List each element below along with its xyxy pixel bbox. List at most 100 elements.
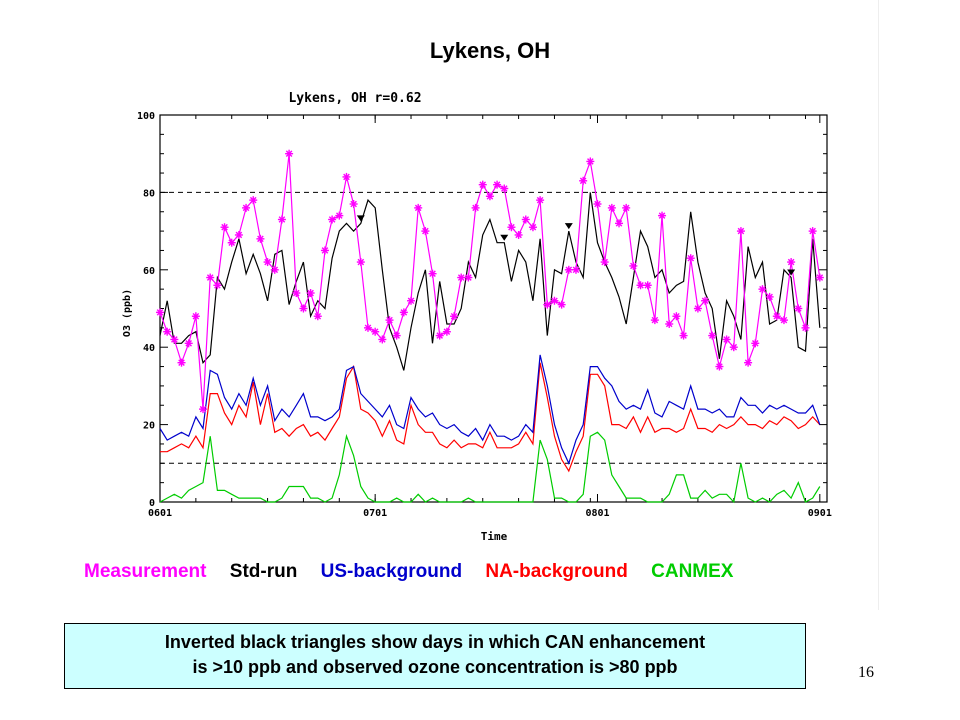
measurement-marker (543, 300, 552, 309)
measurement-marker (414, 203, 423, 212)
y-tick-label: 40 (143, 343, 155, 354)
marker-stroke (407, 297, 415, 305)
marker-stroke (242, 204, 250, 212)
marker-stroke (156, 309, 164, 316)
marker-stroke (493, 181, 501, 188)
marker-stroke (486, 192, 494, 200)
measurement-marker (665, 319, 674, 328)
marker-stroke (809, 227, 816, 235)
x-tick-label: 0701 (363, 508, 387, 519)
marker-stroke (264, 258, 271, 266)
marker-stroke (759, 285, 766, 293)
measurement-marker (478, 180, 487, 189)
measurement-marker (177, 358, 186, 367)
marker-stroke (278, 216, 286, 223)
measurement-marker (557, 300, 566, 309)
marker-stroke (601, 258, 608, 266)
marker-stroke (558, 301, 565, 308)
measurement-marker (650, 316, 659, 325)
marker-stroke (257, 235, 264, 243)
marker-stroke (572, 266, 580, 274)
chart-title: Lykens, OH r=0.62 (288, 91, 421, 106)
measurement-marker (292, 289, 301, 298)
marker-stroke (436, 332, 444, 339)
measurement-marker (471, 203, 480, 212)
series-line-us-background (159, 354, 821, 465)
measurement-marker (787, 258, 796, 267)
marker-stroke (357, 258, 365, 266)
measurement-marker (536, 196, 545, 205)
marker-stroke (235, 231, 243, 239)
marker-stroke (608, 204, 616, 212)
marker-stroke (780, 316, 788, 324)
measurement-marker (514, 230, 523, 239)
marker-stroke (543, 301, 551, 308)
marker-stroke (364, 324, 372, 332)
x-tick-label: 0901 (808, 508, 832, 519)
marker-stroke (386, 316, 393, 324)
marker-stroke (694, 305, 702, 312)
note-line-1: Inverted black triangles show days in wh… (164, 632, 706, 652)
marker-stroke (515, 231, 522, 239)
measurement-marker (636, 281, 645, 290)
measurement-marker (722, 335, 731, 344)
plot-border (159, 114, 828, 503)
measurement-marker (658, 211, 667, 220)
measurement-marker (450, 312, 459, 321)
measurement-marker (672, 312, 681, 321)
marker-stroke (587, 158, 594, 165)
plot-frame (159, 114, 828, 503)
slide-title: Lykens, OH (429, 38, 551, 63)
measurement-marker (708, 331, 717, 340)
measurement-marker (371, 327, 380, 336)
measurement-marker (385, 316, 394, 325)
marker-stroke (307, 289, 314, 297)
measurement-marker (772, 312, 781, 321)
marker-stroke (221, 223, 228, 231)
measurement-marker (270, 265, 279, 274)
marker-stroke (708, 332, 716, 339)
measurement-marker (758, 285, 767, 294)
marker-stroke (379, 336, 386, 343)
marker-stroke (500, 185, 508, 192)
marker-stroke (443, 328, 451, 336)
x-axis-label: Time (481, 530, 508, 543)
measurement-marker (808, 227, 817, 236)
marker-stroke (673, 312, 680, 320)
measurement-marker (622, 203, 631, 212)
marker-stroke (336, 212, 343, 219)
marker-stroke (249, 196, 257, 204)
measurement-marker (715, 362, 724, 371)
x-tick-label: 0601 (148, 508, 172, 519)
measurement-marker (220, 223, 229, 232)
measurement-marker (320, 246, 329, 255)
measurement-marker (191, 312, 200, 321)
legend-na-background: NA-background (485, 561, 628, 582)
measurement-marker (765, 292, 774, 301)
measurement-marker (285, 149, 294, 158)
measurement-marker (528, 223, 537, 232)
measurement-marker (457, 273, 466, 282)
marker-stroke (737, 227, 745, 235)
y-tick-label: 80 (143, 188, 155, 199)
measurement-marker (263, 258, 272, 267)
marker-stroke (328, 216, 336, 223)
y-axis-ticks: 0 20 40 60 80 100 (137, 111, 827, 509)
marker-stroke (292, 289, 300, 297)
marker-stroke (802, 324, 809, 332)
measurement-marker (363, 323, 372, 332)
marker-stroke (465, 274, 472, 281)
marker-stroke (536, 196, 544, 204)
measurement-marker (249, 196, 258, 205)
measurement-marker (213, 281, 222, 290)
legend-canmex: CANMEX (651, 561, 734, 582)
measurement-marker (335, 211, 344, 220)
marker-stroke (400, 309, 408, 316)
measurement-marker (779, 316, 788, 325)
marker-stroke (522, 216, 530, 223)
right-edge-rule (878, 0, 879, 610)
measurement-marker (600, 258, 609, 267)
marker-stroke (579, 177, 587, 185)
measurement-marker (407, 296, 416, 305)
measurement-marker (277, 215, 286, 224)
